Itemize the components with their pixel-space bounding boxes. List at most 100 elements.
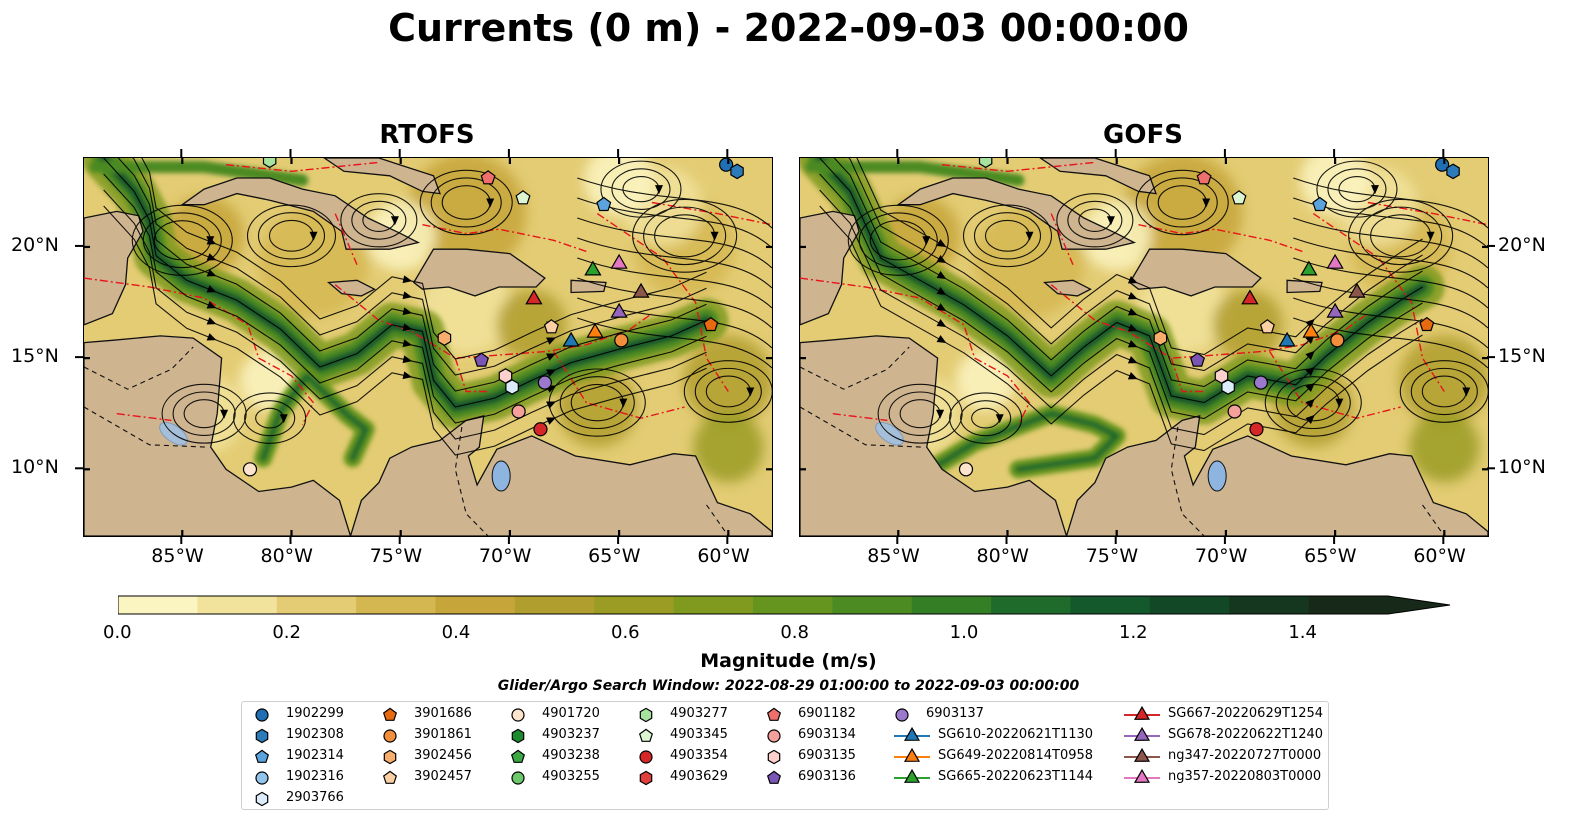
marker-3902457[interactable]: [1259, 319, 1275, 334]
marker-ng347-20220727T0000[interactable]: [632, 282, 650, 298]
marker-4903277[interactable]: [978, 158, 993, 169]
legend-label: 1902316: [286, 769, 344, 784]
colorbar-tick-label: 0.8: [780, 622, 809, 643]
float-glider-markers: [958, 158, 1460, 477]
frame-ticks: [800, 158, 1488, 536]
marker-6903134[interactable]: [511, 404, 526, 419]
marker-ng357-20220803T0000[interactable]: [610, 253, 628, 269]
legend-marker[interactable]: [255, 728, 269, 744]
legend-marker[interactable]: [903, 748, 921, 762]
legend-marker[interactable]: [383, 729, 397, 743]
marker-6903135[interactable]: [498, 368, 513, 384]
marker-3902456[interactable]: [437, 330, 452, 346]
legend-label: 3902456: [414, 748, 472, 763]
marker-SG649-20220814T0958[interactable]: [1302, 322, 1320, 338]
marker-6903135[interactable]: [1214, 368, 1229, 384]
marker-3901686[interactable]: [1419, 316, 1435, 332]
marker-SG649-20220814T0958[interactable]: [586, 322, 604, 338]
marker-4903354[interactable]: [533, 422, 548, 437]
colorbar-segment: [435, 596, 516, 614]
marker-SG678-20220622T1240[interactable]: [610, 302, 628, 318]
legend-marker[interactable]: [254, 749, 270, 763]
marker-6903136[interactable]: [1189, 352, 1206, 367]
legend-marker[interactable]: [639, 707, 653, 723]
marker-SG665-20220623T1144[interactable]: [1300, 260, 1318, 276]
colorbar-tick-label: 1.2: [1119, 622, 1148, 643]
marker-6903136[interactable]: [473, 352, 490, 367]
legend-label: ng357-20220803T0000: [1168, 769, 1322, 784]
triangle-marker-icon: [894, 727, 930, 741]
marker-6903134[interactable]: [1227, 404, 1242, 419]
map-canvas[interactable]: [84, 158, 772, 536]
legend-marker[interactable]: [1133, 706, 1151, 720]
legend-marker[interactable]: [382, 707, 398, 721]
marker-SG665-20220623T1144[interactable]: [584, 260, 602, 276]
legend-marker[interactable]: [255, 791, 269, 807]
marker-3902456[interactable]: [1153, 330, 1168, 346]
legend-marker[interactable]: [1133, 748, 1151, 762]
pentagon-marker-icon: [382, 770, 398, 784]
marker-SG678-20220622T1240[interactable]: [1326, 302, 1344, 318]
marker-3901861[interactable]: [1330, 333, 1345, 348]
colorbar-tick-label: 0.4: [441, 622, 471, 643]
marker-1902314[interactable]: [1312, 196, 1328, 212]
legend-label: SG665-20220623T1144: [938, 769, 1094, 784]
marker-1902314[interactable]: [596, 196, 612, 212]
legend-marker[interactable]: [766, 770, 782, 784]
legend-marker[interactable]: [767, 729, 781, 743]
legend-marker[interactable]: [638, 728, 654, 742]
legend-marker[interactable]: [511, 771, 525, 785]
marker-ng347-20220727T0000[interactable]: [1348, 282, 1366, 298]
legend-label: 4903345: [670, 727, 728, 742]
marker-3901861[interactable]: [614, 333, 629, 348]
legend-marker[interactable]: [903, 769, 921, 783]
marker-6903137[interactable]: [1253, 375, 1268, 390]
marker-4903345[interactable]: [1231, 190, 1247, 205]
legend-marker[interactable]: [510, 749, 526, 763]
map-canvas[interactable]: [800, 158, 1488, 536]
marker-4901720[interactable]: [958, 462, 974, 477]
marker-SG610-20220621T1130[interactable]: [1278, 331, 1296, 347]
legend-marker[interactable]: [895, 708, 909, 722]
legend-marker[interactable]: [255, 708, 269, 722]
pentagon-marker-icon: [638, 728, 654, 742]
marker-3902457[interactable]: [543, 319, 559, 334]
marker-1902308[interactable]: [1446, 163, 1460, 180]
marker-6901182[interactable]: [480, 170, 496, 185]
marker-SG610-20220621T1130[interactable]: [562, 331, 580, 347]
legend-label: 6901182: [798, 706, 856, 721]
streamline-arrows: [206, 185, 755, 425]
marker-1902308[interactable]: [730, 163, 744, 180]
map-panel-rtofs[interactable]: [83, 157, 773, 537]
legend-marker[interactable]: [382, 770, 398, 784]
legend-marker[interactable]: [383, 749, 397, 765]
x-tick-label: 75°W: [1085, 545, 1139, 567]
marker-ng357-20220803T0000[interactable]: [1326, 253, 1344, 269]
panel-title-gofs: GOFS: [1103, 120, 1183, 150]
legend-marker[interactable]: [903, 727, 921, 741]
marker-SG667-20220629T1254[interactable]: [525, 289, 543, 305]
triangle-marker-icon: [1124, 706, 1160, 720]
marker-6901182[interactable]: [1196, 170, 1212, 185]
legend-marker[interactable]: [639, 770, 653, 786]
marker-4903277[interactable]: [262, 158, 277, 169]
y-tick-label-right: 20°N: [1498, 233, 1546, 256]
legend-marker[interactable]: [511, 708, 525, 722]
marker-6903137[interactable]: [537, 375, 552, 390]
circle-marker-icon: [895, 708, 909, 722]
marker-3901686[interactable]: [703, 316, 719, 332]
colorbar-extend-arrow: [1388, 596, 1450, 614]
legend-marker[interactable]: [639, 750, 653, 764]
legend-marker[interactable]: [1133, 769, 1151, 783]
legend-marker[interactable]: [766, 707, 782, 721]
marker-4903354[interactable]: [1249, 422, 1264, 437]
marker-4901720[interactable]: [242, 462, 258, 477]
legend-marker[interactable]: [511, 728, 525, 744]
legend-marker[interactable]: [767, 749, 781, 765]
marker-4903345[interactable]: [515, 190, 531, 205]
legend-marker[interactable]: [1133, 727, 1151, 741]
map-panel-gofs[interactable]: [799, 157, 1489, 537]
marker-SG667-20220629T1254[interactable]: [1241, 289, 1259, 305]
legend-marker[interactable]: [255, 771, 269, 785]
triangle-marker-icon: [1124, 748, 1160, 762]
